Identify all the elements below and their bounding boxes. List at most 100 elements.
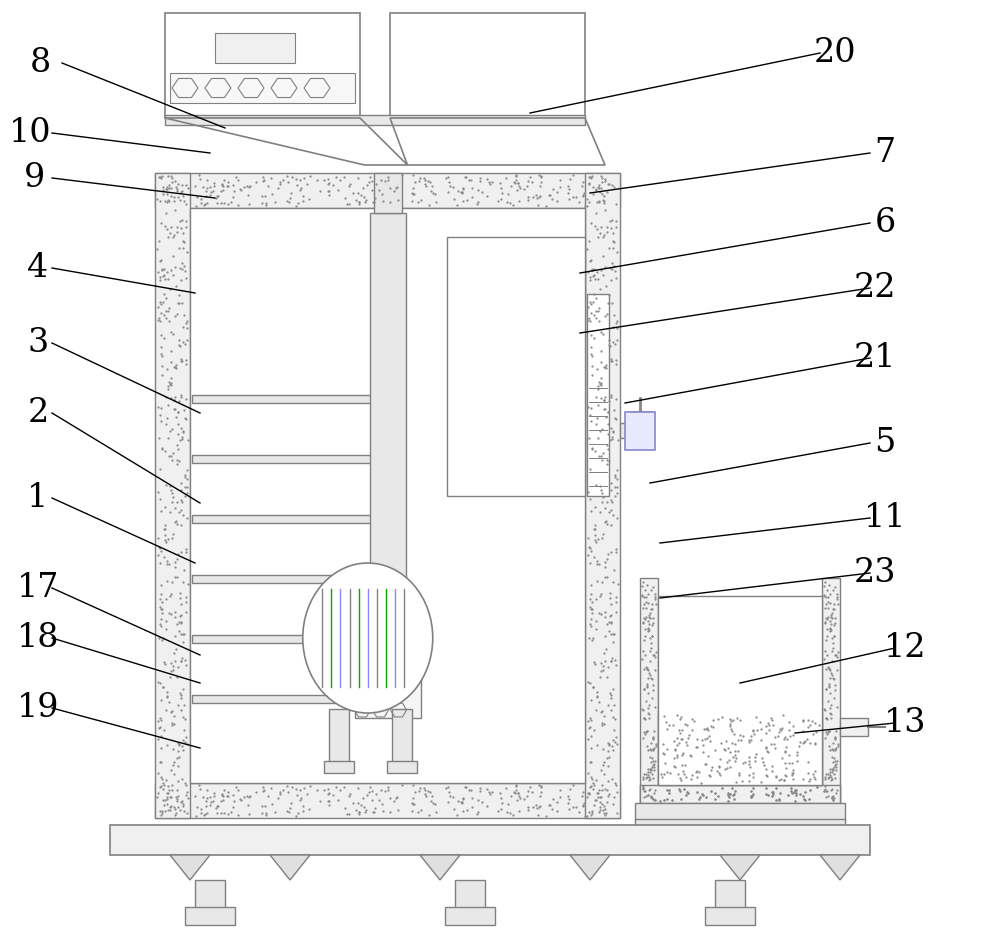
Point	[561, 192, 577, 207]
Point	[455, 791, 471, 806]
Point	[784, 768, 800, 783]
Point	[162, 281, 178, 296]
Point	[464, 180, 480, 195]
Point	[154, 602, 170, 617]
Point	[160, 303, 176, 318]
Point	[825, 583, 841, 598]
Point	[292, 183, 308, 198]
Point	[169, 494, 185, 509]
Point	[155, 679, 171, 694]
Point	[830, 645, 846, 660]
Point	[178, 729, 194, 744]
Point	[689, 763, 705, 778]
Point	[745, 770, 761, 785]
Point	[816, 578, 832, 593]
Point	[446, 191, 462, 206]
Point	[178, 392, 194, 407]
Point	[635, 770, 651, 785]
Point	[758, 780, 774, 795]
Point	[166, 767, 182, 782]
Point	[441, 174, 457, 189]
Point	[445, 179, 461, 194]
Point	[664, 792, 680, 807]
Bar	[110, 825, 870, 855]
Point	[601, 737, 617, 752]
Point	[157, 518, 173, 533]
Point	[584, 804, 600, 819]
Point	[163, 390, 179, 405]
Point	[603, 390, 619, 405]
Point	[223, 805, 239, 820]
Point	[386, 184, 402, 199]
Point	[171, 241, 187, 256]
Point	[530, 807, 546, 822]
Point	[173, 390, 189, 405]
Point	[590, 180, 606, 195]
Point	[154, 368, 170, 383]
Point	[722, 717, 738, 731]
Point	[727, 747, 743, 762]
Point	[591, 180, 607, 195]
Point	[545, 792, 561, 807]
Point	[811, 717, 827, 732]
Point	[593, 704, 609, 719]
Point	[636, 682, 652, 697]
Point	[166, 360, 182, 375]
Point	[423, 793, 439, 808]
Point	[571, 804, 587, 819]
Point	[823, 665, 839, 680]
Point	[640, 623, 656, 638]
Point	[170, 417, 186, 432]
Bar	[658, 713, 822, 785]
Text: 23: 23	[854, 557, 896, 589]
Point	[829, 587, 845, 602]
Point	[255, 174, 271, 188]
Point	[636, 590, 652, 605]
Point	[594, 174, 610, 189]
Point	[170, 744, 186, 759]
Point	[206, 178, 222, 193]
Point	[603, 272, 619, 287]
Point	[339, 806, 355, 821]
Point	[593, 376, 609, 391]
Point	[375, 194, 391, 209]
Point	[595, 267, 611, 282]
Point	[484, 174, 500, 189]
Text: 1: 1	[27, 482, 49, 514]
Point	[726, 726, 742, 741]
Point	[455, 181, 471, 196]
Point	[602, 260, 618, 275]
Point	[777, 756, 793, 771]
Point	[822, 686, 838, 701]
Point	[295, 194, 311, 209]
Bar	[185, 907, 235, 925]
Point	[823, 617, 839, 632]
Point	[214, 787, 230, 802]
Point	[560, 789, 576, 804]
Point	[151, 539, 167, 554]
Point	[390, 192, 406, 207]
Point	[164, 531, 180, 546]
Point	[694, 787, 710, 801]
Point	[828, 759, 844, 774]
Point	[596, 646, 612, 661]
Point	[196, 198, 212, 213]
Point	[592, 281, 608, 296]
Point	[604, 430, 620, 445]
Point	[821, 724, 837, 739]
Point	[309, 783, 325, 798]
Point	[764, 785, 780, 800]
Point	[484, 785, 500, 800]
Point	[597, 202, 613, 217]
Point	[173, 795, 189, 810]
Point	[817, 616, 833, 631]
Point	[609, 785, 625, 800]
Point	[500, 797, 516, 812]
Polygon shape	[570, 855, 610, 880]
Point	[583, 327, 599, 342]
Point	[176, 627, 192, 642]
Point	[644, 602, 660, 617]
Point	[166, 800, 182, 815]
Point	[176, 258, 192, 273]
Point	[330, 793, 346, 808]
